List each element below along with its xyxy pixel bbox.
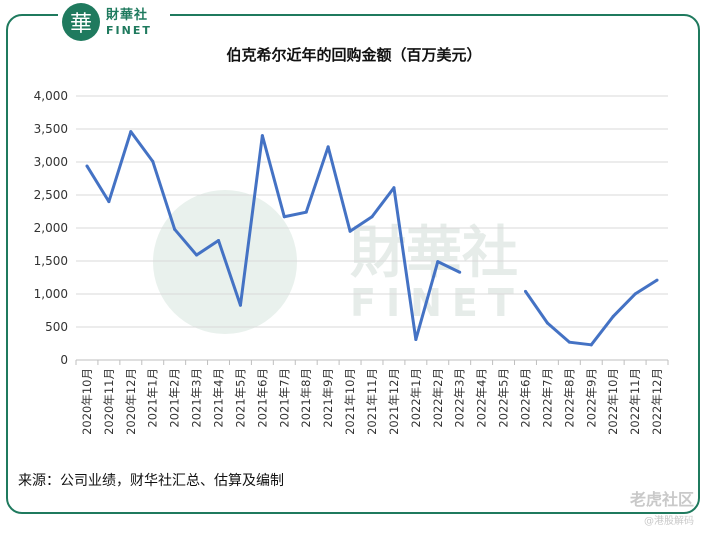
data-point — [567, 340, 571, 344]
data-point — [129, 130, 133, 134]
data-point — [436, 260, 440, 264]
finet-logo: 華 財華社 FINET — [58, 0, 170, 44]
x-tick-label: 2021年4月 — [212, 368, 226, 428]
source-note: 来源：公司业绩，财华社汇总、估算及编制 — [18, 473, 284, 489]
finet-logo-icon: 華 — [62, 3, 100, 41]
x-tick-label: 2022年10月 — [606, 368, 620, 435]
data-point — [217, 239, 221, 243]
data-point — [458, 270, 462, 274]
data-point — [173, 227, 177, 231]
x-tick-label: 2022年7月 — [540, 368, 554, 428]
chart-title: 伯克希尔近年的回购金额（百万美元） — [226, 46, 482, 64]
y-tick-label: 3,000 — [34, 155, 68, 169]
y-tick-label: 1,500 — [34, 254, 68, 268]
y-tick-label: 2,000 — [34, 221, 68, 235]
x-tick-label: 2022年11月 — [628, 368, 642, 435]
data-point — [545, 321, 549, 325]
y-tick-label: 4,000 — [34, 89, 68, 103]
x-tick-label: 2020年11月 — [102, 368, 116, 435]
x-tick-label: 2021年1月 — [146, 368, 160, 428]
x-tick-label: 2020年10月 — [80, 368, 94, 435]
data-point — [195, 253, 199, 257]
data-point — [392, 186, 396, 190]
x-tick-label: 2021年6月 — [255, 368, 269, 428]
data-point — [348, 229, 352, 233]
data-point — [633, 292, 637, 296]
data-point — [414, 338, 418, 342]
x-tick-label: 2022年6月 — [518, 368, 532, 428]
data-point — [151, 159, 155, 163]
series-line — [85, 130, 461, 342]
chart-frame — [6, 14, 700, 514]
x-tick-label: 2021年7月 — [277, 368, 291, 428]
y-tick-label: 3,500 — [34, 122, 68, 136]
data-point — [326, 145, 330, 149]
x-tick-label: 2022年9月 — [584, 368, 598, 428]
x-tick-label: 2021年11月 — [365, 368, 379, 435]
corner-watermark: 老虎社区 — [629, 490, 694, 509]
data-point — [107, 200, 111, 204]
x-tick-label: 2021年2月 — [168, 368, 182, 428]
x-tick-label: 2022年1月 — [409, 368, 423, 428]
y-tick-label: 500 — [45, 320, 68, 334]
x-tick-label: 2021年10月 — [343, 368, 357, 435]
x-tick-label: 2021年3月 — [190, 368, 204, 428]
data-point — [282, 215, 286, 219]
data-point — [370, 215, 374, 219]
y-tick-label: 2,500 — [34, 188, 68, 202]
data-point — [85, 164, 89, 168]
series-line — [524, 278, 658, 347]
logo-english-text: FINET — [106, 23, 152, 37]
x-tick-label: 2022年12月 — [650, 368, 664, 435]
x-tick-label: 2021年5月 — [233, 368, 247, 428]
data-point — [655, 278, 659, 282]
x-tick-label: 2022年2月 — [431, 368, 445, 428]
x-tick-label: 2020年12月 — [124, 368, 138, 435]
data-point — [238, 303, 242, 307]
x-tick-label: 2022年4月 — [475, 368, 489, 428]
background-watermark: 財華社 FINET — [153, 190, 524, 334]
x-tick-label: 2022年8月 — [562, 368, 576, 428]
logo-chinese-text: 財華社 — [106, 7, 149, 23]
x-tick-label: 2021年9月 — [321, 368, 335, 428]
data-point — [589, 343, 593, 347]
data-point — [304, 210, 308, 214]
y-tick-label: 0 — [60, 353, 68, 367]
x-tick-label: 2021年8月 — [299, 368, 313, 428]
y-tick-label: 1,000 — [34, 287, 68, 301]
corner-watermark-sub: @港股解码 — [644, 516, 694, 527]
data-point — [260, 134, 264, 138]
x-tick-label: 2021年12月 — [387, 368, 401, 435]
data-point — [611, 314, 615, 318]
x-tick-label: 2022年5月 — [497, 368, 511, 428]
x-tick-label: 2022年3月 — [453, 368, 467, 428]
data-point — [523, 289, 527, 293]
watermark-english-text: FINET — [350, 281, 524, 325]
